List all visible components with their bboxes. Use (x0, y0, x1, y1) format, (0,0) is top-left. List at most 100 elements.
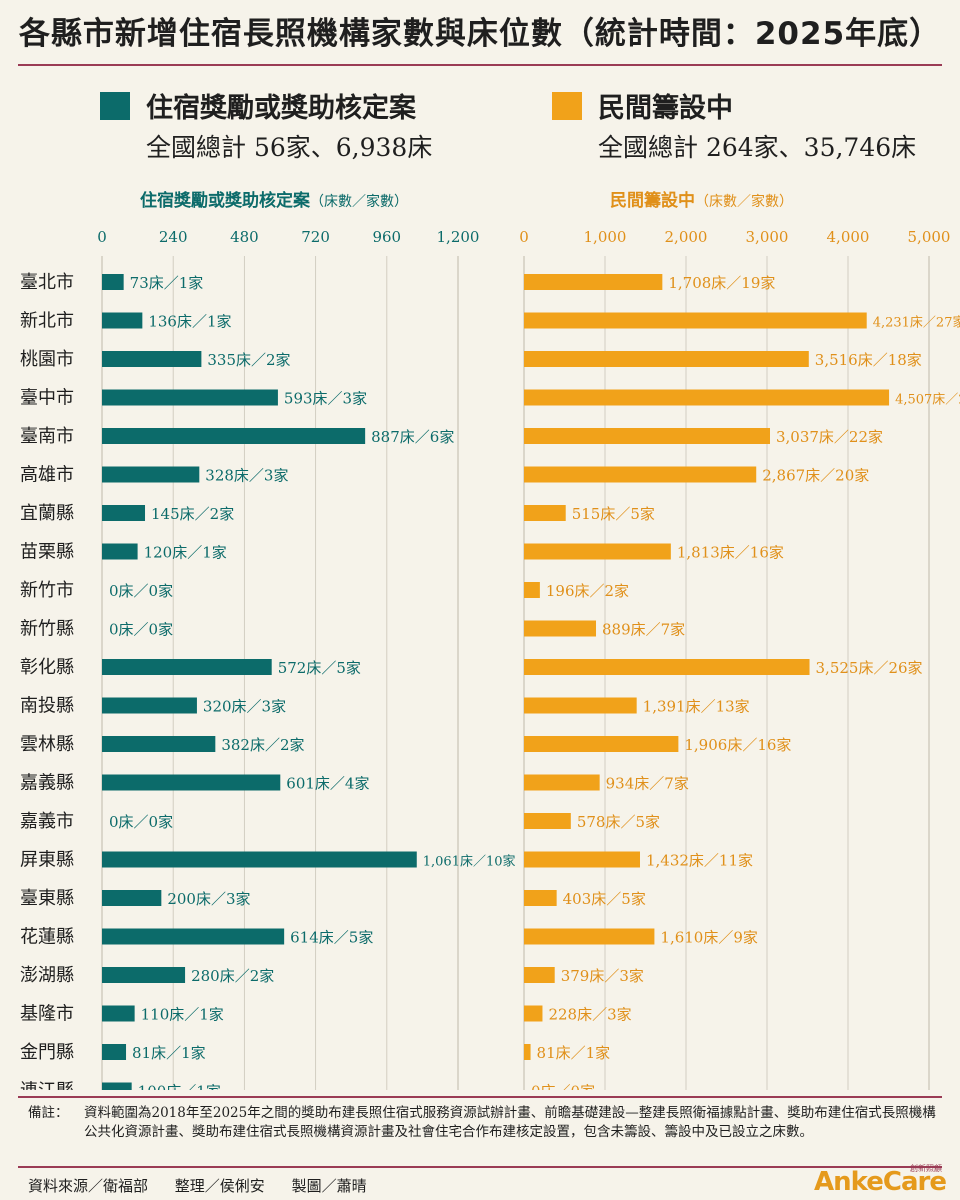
data-label-approved: 320床／3家 (203, 698, 286, 716)
category-label: 嘉義縣 (20, 773, 74, 794)
panel-title-approved: 住宿獎勵或獎助核定案（床數／家數） (140, 186, 408, 211)
bar-private (524, 543, 671, 560)
bar-chart: 臺北市新北市桃園市臺中市臺南市高雄市宜蘭縣苗栗縣新竹市新竹縣彰化縣南投縣雲林縣嘉… (20, 228, 960, 1091)
category-label: 嘉義市 (20, 811, 74, 832)
notes-label: 備註： (28, 1105, 69, 1121)
bar-approved (102, 1005, 135, 1022)
data-label-approved: 614床／5家 (290, 929, 373, 947)
panel-title-private-text: 民間籌設中 (610, 191, 695, 211)
data-label-private: 3,037床／22家 (776, 428, 883, 446)
data-label-approved: 200床／3家 (167, 890, 250, 908)
logo-subtitle: 創新照顧 (910, 1164, 942, 1173)
category-label: 金門縣 (20, 1042, 74, 1063)
data-label-approved: 335床／2家 (207, 351, 290, 369)
bar-private (524, 351, 809, 367)
bar-private (524, 659, 810, 675)
bar-approved (102, 428, 366, 444)
bar-private (524, 505, 566, 521)
x-tick-label: 1,200 (437, 228, 480, 246)
credit-editor: 整理／侯俐安 (174, 1177, 265, 1195)
data-label-approved: 100床／1家 (138, 1083, 221, 1091)
legend-swatch-orange (552, 92, 582, 120)
notes: 備註： 資料範圍為2018年至2025年之間的獎助布建長照住宿式服務資源試辦計畫… (28, 1104, 938, 1142)
category-label: 臺中市 (20, 388, 74, 409)
bar-private (524, 1044, 531, 1060)
bar-private (524, 620, 597, 637)
data-label-private: 0床／0家 (531, 1083, 595, 1091)
bar-approved (102, 312, 143, 329)
data-label-private: 934床／7家 (606, 775, 689, 793)
credits: 資料來源／衛福部 整理／侯俐安 製圖／蕭晴 (28, 1175, 389, 1196)
x-tick-label: 480 (230, 228, 259, 246)
x-tick-label: 0 (519, 228, 529, 246)
bar-private (524, 389, 890, 406)
data-label-private: 228床／3家 (548, 1006, 631, 1024)
data-label-approved: 593床／3家 (284, 390, 367, 408)
category-label: 宜蘭縣 (20, 503, 74, 524)
data-label-approved: 601床／4家 (286, 775, 369, 793)
bar-approved (102, 774, 281, 791)
bar-private (524, 466, 757, 483)
notes-divider-top (18, 1096, 942, 1098)
bar-private (524, 274, 663, 290)
category-label: 臺南市 (20, 426, 74, 447)
category-label: 基隆市 (20, 1004, 74, 1025)
bar-private (524, 774, 600, 791)
data-label-approved: 572床／5家 (278, 659, 361, 677)
category-label: 新北市 (20, 311, 74, 332)
x-tick-label: 2,000 (665, 228, 708, 246)
credit-designer: 製圖／蕭晴 (291, 1177, 367, 1195)
x-tick-label: 0 (97, 228, 107, 246)
data-label-private: 1,813床／16家 (677, 544, 784, 562)
data-label-approved: 328床／3家 (205, 467, 288, 485)
x-tick-label: 960 (372, 228, 401, 246)
data-label-private: 515床／5家 (572, 505, 655, 523)
data-label-approved: 81床／1家 (132, 1044, 206, 1062)
data-label-private: 379床／3家 (561, 967, 644, 985)
data-label-private: 1,906床／16家 (684, 736, 791, 754)
chart-title: 各縣市新增住宿長照機構家數與床位數（統計時間：2025年底） (18, 16, 942, 52)
category-label: 雲林縣 (20, 734, 74, 755)
data-label-approved: 1,061床／10家 (423, 854, 516, 870)
credit-source: 資料來源／衛福部 (28, 1177, 149, 1195)
panel-unit-approved: （床數／家數） (310, 194, 408, 210)
bar-approved (102, 736, 216, 752)
bar-approved (102, 851, 417, 868)
bar-approved (102, 1044, 127, 1060)
bar-approved (102, 505, 146, 521)
category-label: 連江縣 (20, 1081, 74, 1091)
data-label-private: 4,507床／29家 (895, 392, 960, 408)
bar-private (524, 928, 655, 945)
panel-unit-private: （床數／家數） (695, 194, 793, 210)
data-label-private: 4,231床／27家 (873, 315, 960, 331)
data-label-approved: 73床／1家 (130, 274, 204, 292)
category-label: 臺北市 (20, 272, 74, 293)
bar-approved (102, 389, 278, 406)
data-label-private: 889床／7家 (602, 621, 685, 639)
legend-swatch-teal (100, 92, 130, 120)
bar-private (524, 967, 555, 983)
data-label-private: 403床／5家 (563, 890, 646, 908)
x-tick-label: 720 (301, 228, 330, 246)
data-label-private: 3,516床／18家 (815, 351, 922, 369)
data-label-approved: 0床／0家 (109, 813, 173, 831)
category-label: 桃園市 (20, 349, 74, 370)
notes-text: 資料範圍為2018年至2025年之間的獎助布建長照住宿式服務資源試辦計畫、前瞻基… (84, 1105, 936, 1140)
notes-divider-bottom (18, 1166, 942, 1168)
category-label: 花蓮縣 (20, 927, 74, 948)
data-label-approved: 280床／2家 (191, 967, 274, 985)
data-label-private: 2,867床／20家 (762, 467, 869, 485)
data-label-approved: 120床／1家 (144, 544, 227, 562)
legend-total-private: 全國總計 264家、35,746床 (598, 133, 917, 162)
data-label-private: 196床／2家 (546, 582, 629, 600)
data-label-private: 3,525床／26家 (816, 659, 923, 677)
bar-approved (102, 928, 285, 945)
data-label-approved: 136床／1家 (148, 313, 231, 331)
data-label-approved: 0床／0家 (109, 621, 173, 639)
category-label: 屏東縣 (20, 850, 74, 871)
data-label-private: 578床／5家 (577, 813, 660, 831)
category-label: 新竹市 (20, 580, 74, 601)
data-label-private: 1,708床／19家 (668, 274, 775, 292)
data-label-approved: 110床／1家 (141, 1006, 224, 1024)
data-label-approved: 145床／2家 (151, 505, 234, 523)
